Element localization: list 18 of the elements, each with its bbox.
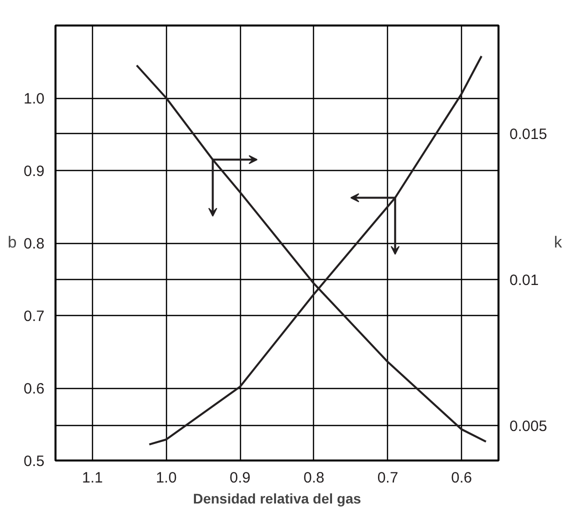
x-tick-label: 1.0 bbox=[156, 470, 177, 486]
y2-tick-label: 0.01 bbox=[510, 272, 539, 289]
x-tick-label: 0.9 bbox=[230, 470, 251, 486]
y-tick-label: 0.5 bbox=[24, 453, 45, 470]
x-tick-label: 0.7 bbox=[377, 470, 398, 486]
y-tick-label: 1.0 bbox=[24, 90, 45, 108]
y-axis-title: b bbox=[8, 234, 17, 252]
x-tick-label: 1.1 bbox=[82, 470, 103, 486]
y-tick-label: 0.9 bbox=[24, 163, 45, 180]
y2-tick-label: 0.015 bbox=[510, 126, 548, 144]
y-tick-label: 0.6 bbox=[24, 380, 45, 398]
y-tick-label: 0.7 bbox=[24, 308, 45, 325]
x-tick-label: 0.8 bbox=[303, 470, 324, 486]
y2-tick-label: 0.005 bbox=[510, 418, 548, 435]
y-tick-label: 0.8 bbox=[24, 236, 45, 252]
x-tick-label: 0.6 bbox=[451, 470, 472, 486]
x-axis-title: Densidad relativa del gas bbox=[192, 490, 362, 506]
y2-axis-title: k bbox=[554, 234, 564, 252]
